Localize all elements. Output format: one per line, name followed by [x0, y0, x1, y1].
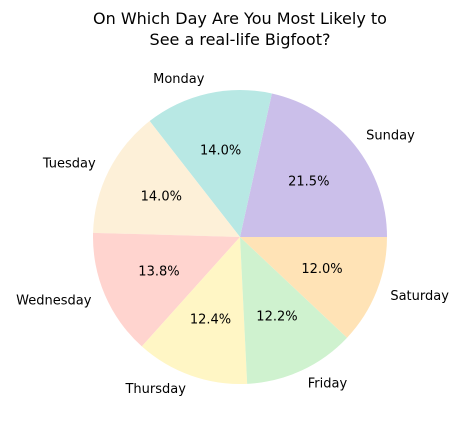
pie-category-label-wednesday: Wednesday [16, 293, 92, 308]
pie-category-label-sunday: Sunday [366, 128, 415, 143]
pie-slice-saturday [240, 237, 387, 338]
pie-pct-label-sunday: 21.5% [288, 174, 329, 189]
pie-category-label-friday: Friday [308, 376, 348, 391]
pie-slice-thursday [141, 237, 248, 384]
pie-slice-wednesday [93, 232, 240, 347]
pie-slice-sunday [240, 93, 387, 237]
pie-category-label-monday: Monday [153, 72, 205, 87]
pie-category-label-tuesday: Tuesday [42, 156, 96, 171]
pie-pct-label-thursday: 12.4% [190, 313, 231, 328]
pie-slice-friday [240, 237, 348, 384]
pie-pct-label-saturday: 12.0% [301, 262, 342, 277]
chart-title-line-2: See a real-life Bigfoot? [150, 30, 331, 49]
pie-category-label-thursday: Thursday [124, 382, 186, 397]
pie-pct-label-wednesday: 13.8% [138, 264, 179, 279]
pie-pct-label-monday: 14.0% [200, 143, 241, 158]
pie-pct-label-friday: 12.2% [256, 310, 297, 325]
pie-slice-tuesday [93, 121, 241, 237]
pie-category-label-saturday: Saturday [390, 289, 449, 304]
pie-labels: 21.5% Sunday 14.0% Monday 14.0% Tuesday 13.8% W… [16, 72, 449, 397]
pie-slice-monday [149, 89, 272, 237]
chart-title-line-1: On Which Day Are You Most Likely to [93, 9, 387, 28]
pie-pct-label-tuesday: 14.0% [141, 190, 182, 205]
pie-slices [93, 89, 387, 384]
